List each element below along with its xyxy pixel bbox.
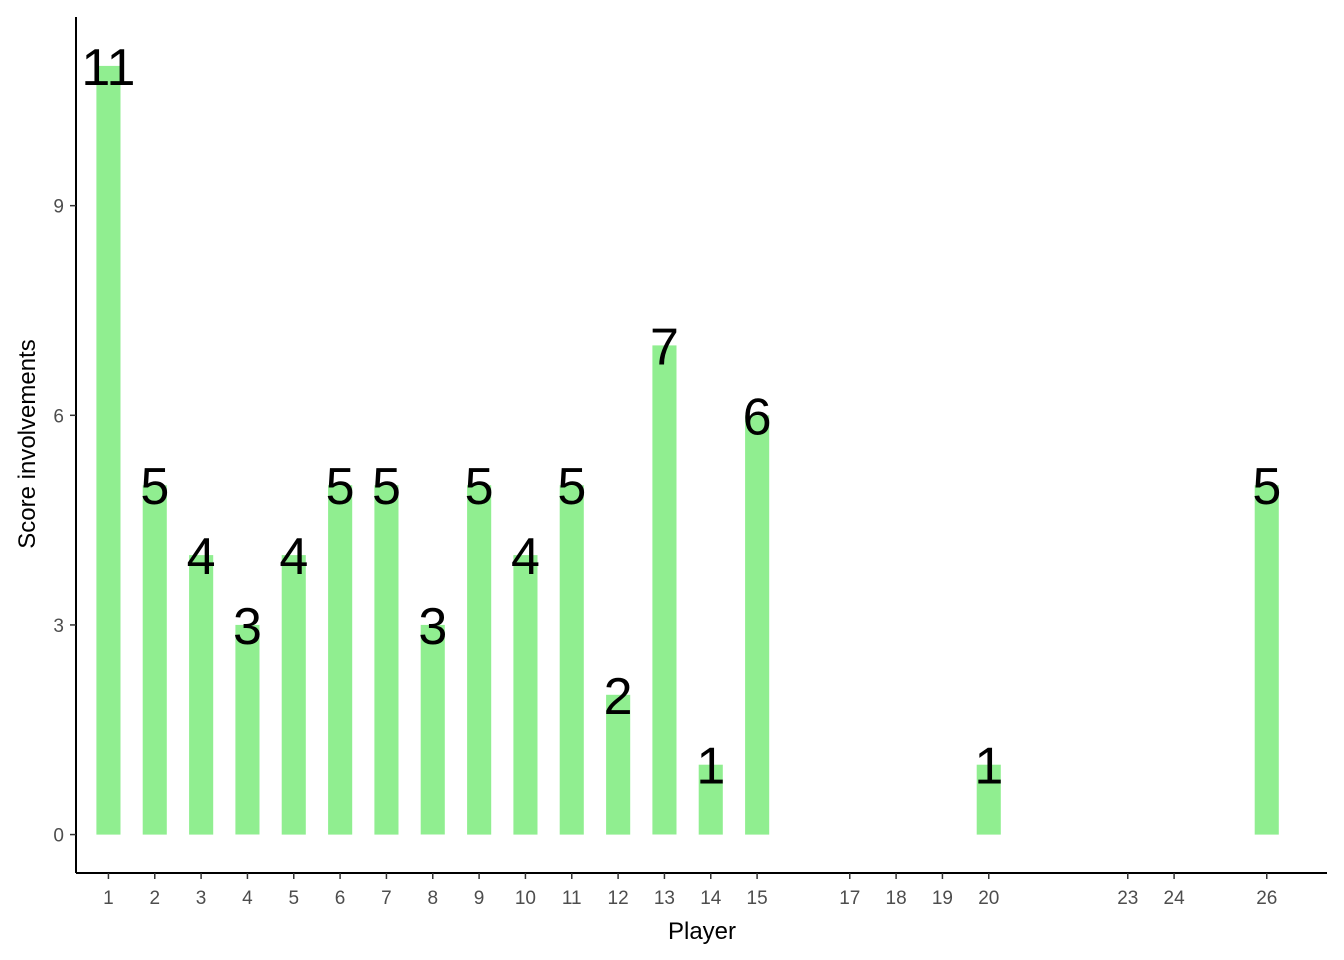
- bar-player-5: [281, 555, 306, 835]
- bar-player-7: [374, 485, 399, 835]
- data-label-player-11: 5: [557, 458, 586, 516]
- x-tick-label: 20: [978, 888, 999, 909]
- bar-player-20: [976, 764, 1001, 835]
- y-tick-label: 0: [53, 826, 64, 847]
- data-label-player-15: 6: [743, 388, 772, 446]
- x-tick-label: 2: [149, 888, 160, 909]
- x-tick-label: 13: [654, 888, 675, 909]
- x-tick-label: 23: [1117, 888, 1138, 909]
- bar-player-4: [235, 624, 260, 835]
- bar-player-9: [467, 485, 492, 835]
- bar-player-15: [745, 415, 770, 835]
- x-tick-label: 7: [381, 888, 392, 909]
- bars-layer: [96, 65, 1279, 835]
- x-tick-label: 6: [335, 888, 346, 909]
- y-axis-title: Score involvements: [14, 339, 41, 548]
- x-tick-label: 4: [242, 888, 253, 909]
- x-tick-label: 24: [1164, 888, 1186, 909]
- x-tick-label: 18: [886, 888, 907, 909]
- y-tick-label: 9: [53, 197, 64, 218]
- data-label-player-9: 5: [465, 458, 494, 516]
- x-tick-label: 26: [1256, 888, 1277, 909]
- x-tick-label: 9: [474, 888, 485, 909]
- bar-player-1: [96, 65, 121, 835]
- data-label-player-5: 4: [279, 528, 308, 586]
- y-tick-label: 6: [53, 406, 64, 427]
- bar-player-10: [513, 555, 538, 835]
- bar-player-11: [559, 485, 584, 835]
- x-tick-label: 12: [608, 888, 629, 909]
- x-tick-label: 19: [932, 888, 953, 909]
- bar-player-12: [606, 694, 631, 835]
- x-tick-label: 14: [700, 888, 722, 909]
- y-tick-label: 3: [53, 616, 64, 637]
- bar-player-6: [328, 485, 353, 835]
- x-tick-label: 10: [515, 888, 536, 909]
- x-tick-label: 8: [427, 888, 438, 909]
- data-label-player-7: 5: [372, 458, 401, 516]
- data-label-player-8: 3: [418, 598, 447, 656]
- data-label-player-26: 5: [1252, 458, 1281, 516]
- bar-player-3: [189, 555, 214, 835]
- bar-player-8: [420, 624, 445, 835]
- bar-player-14: [698, 764, 723, 835]
- bar-player-13: [652, 345, 677, 835]
- data-label-player-12: 2: [604, 668, 633, 726]
- data-label-player-1: 11: [81, 39, 135, 97]
- data-label-player-14: 1: [696, 738, 725, 796]
- x-tick-label: 5: [288, 888, 299, 909]
- x-tick-label: 3: [196, 888, 207, 909]
- x-tick-label: 15: [747, 888, 768, 909]
- data-label-player-4: 3: [233, 598, 262, 656]
- x-axis-title: Player: [668, 918, 736, 945]
- x-tick-label: 17: [839, 888, 860, 909]
- data-label-player-2: 5: [140, 458, 169, 516]
- x-tick-label: 1: [103, 888, 114, 909]
- data-label-player-3: 4: [187, 528, 216, 586]
- data-label-player-10: 4: [511, 528, 540, 586]
- data-label-player-6: 5: [326, 458, 355, 516]
- data-label-player-13: 7: [650, 318, 679, 376]
- x-tick-label: 11: [562, 888, 582, 909]
- data-label-player-20: 1: [974, 738, 1003, 796]
- bar-player-26: [1254, 485, 1279, 835]
- bar-player-2: [142, 485, 167, 835]
